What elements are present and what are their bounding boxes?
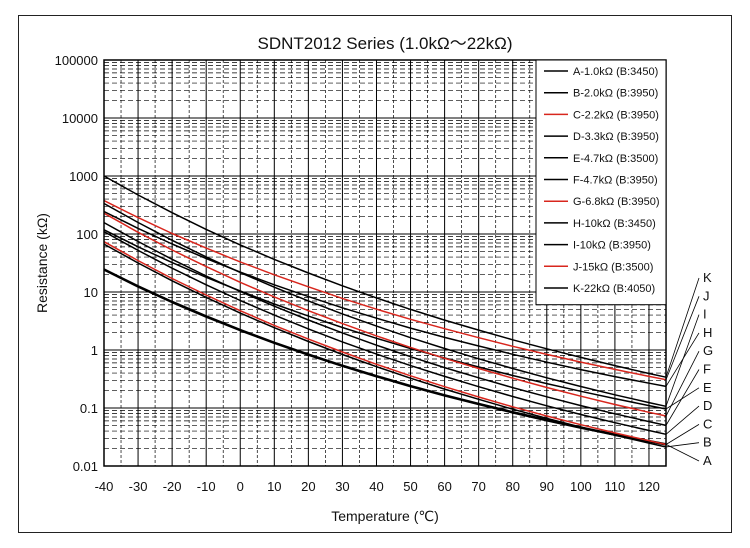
y-tick-label: 100000 [55,53,98,68]
end-label-leader [665,444,700,462]
x-tick-label: 110 [605,479,626,494]
end-label: C [703,416,712,431]
series-line [103,241,667,446]
y-tick-label: 10 [84,285,98,300]
legend-label: G-6.8kΩ (B:3950) [573,196,659,208]
series-line [103,199,667,381]
end-label-leader [665,405,700,435]
series-line [103,175,667,378]
x-tick-label: 120 [638,479,660,494]
legend-label: D-3.3kΩ (B:3950) [573,131,659,143]
end-label: K [703,270,712,285]
x-tick-label: -10 [197,479,216,494]
legend-label: K-22kΩ (B:4050) [573,283,655,295]
end-label-leader [665,424,700,445]
series-line [103,229,667,410]
legend: A-1.0kΩ (B:3450) B-2.0kΩ (B:3950) C-2.2kΩ … [535,59,667,306]
axis-ticks: -40 -30 -20 -10 0 10 20 30 40 50 60 70 80 90 100 110 120… [55,53,660,494]
x-tick-label: 20 [301,479,315,494]
legend-label: E-4.7kΩ (B:3500) [573,153,658,165]
end-label: A [703,453,712,468]
y-tick-label: 1000 [69,169,98,184]
legend-label: F-4.7kΩ (B:3950) [573,175,658,187]
x-tick-label: 30 [335,479,349,494]
end-label-leader [665,296,700,380]
end-label: J [703,288,710,303]
y-tick-label: 0.1 [80,401,98,416]
x-tick-label: 50 [403,479,417,494]
legend-label: A-1.0kΩ (B:3450) [573,66,658,78]
end-label: H [703,325,712,340]
x-tick-label: 10 [267,479,281,494]
legend-label: H-10kΩ (B:3450) [573,218,656,230]
x-tick-label: 100 [570,479,592,494]
x-tick-label: -30 [129,479,148,494]
legend-label: J-15kΩ (B:3500) [573,261,653,273]
y-tick-label: 1 [91,343,98,358]
x-axis-label: Temperature (℃) [331,508,439,524]
series-line [103,243,667,448]
end-label: E [703,380,712,395]
y-axis-label: Resistance (kΩ) [34,213,50,313]
y-tick-label: 100 [76,227,98,242]
series-line [103,212,667,417]
series-line [103,210,667,388]
series-lines [103,175,667,448]
chart-frame [18,15,732,533]
x-tick-label: 0 [237,479,244,494]
end-label-leader [665,277,700,378]
x-tick-label: 60 [437,479,451,494]
series-line [103,221,667,427]
x-tick-label: -40 [95,479,114,494]
end-label: F [703,362,711,377]
x-tick-label: 70 [471,479,485,494]
legend-label: C-2.2kΩ (B:3950) [573,109,659,121]
end-label-leader [665,369,700,426]
legend-label: B-2.0kΩ (B:3950) [573,88,658,100]
end-label-leader [665,351,700,417]
series-line [103,202,667,408]
legend-box [535,59,667,306]
end-label-leader [665,314,700,407]
end-label-leader [665,442,700,448]
y-tick-label: 10000 [62,111,98,126]
x-tick-label: 90 [540,479,554,494]
y-tick-label: 0.01 [73,459,98,474]
end-label: G [703,343,713,358]
end-label: I [703,307,707,322]
x-tick-label: 80 [505,479,519,494]
end-label: D [703,398,712,413]
legend-label: I-10kΩ (B:3950) [573,240,651,252]
series-line [103,230,667,436]
x-tick-label: -20 [163,479,182,494]
x-tick-label: 40 [369,479,383,494]
chart-title: SDNT2012 Series (1.0kΩ～22kΩ) [257,34,512,53]
end-label: B [703,435,712,450]
